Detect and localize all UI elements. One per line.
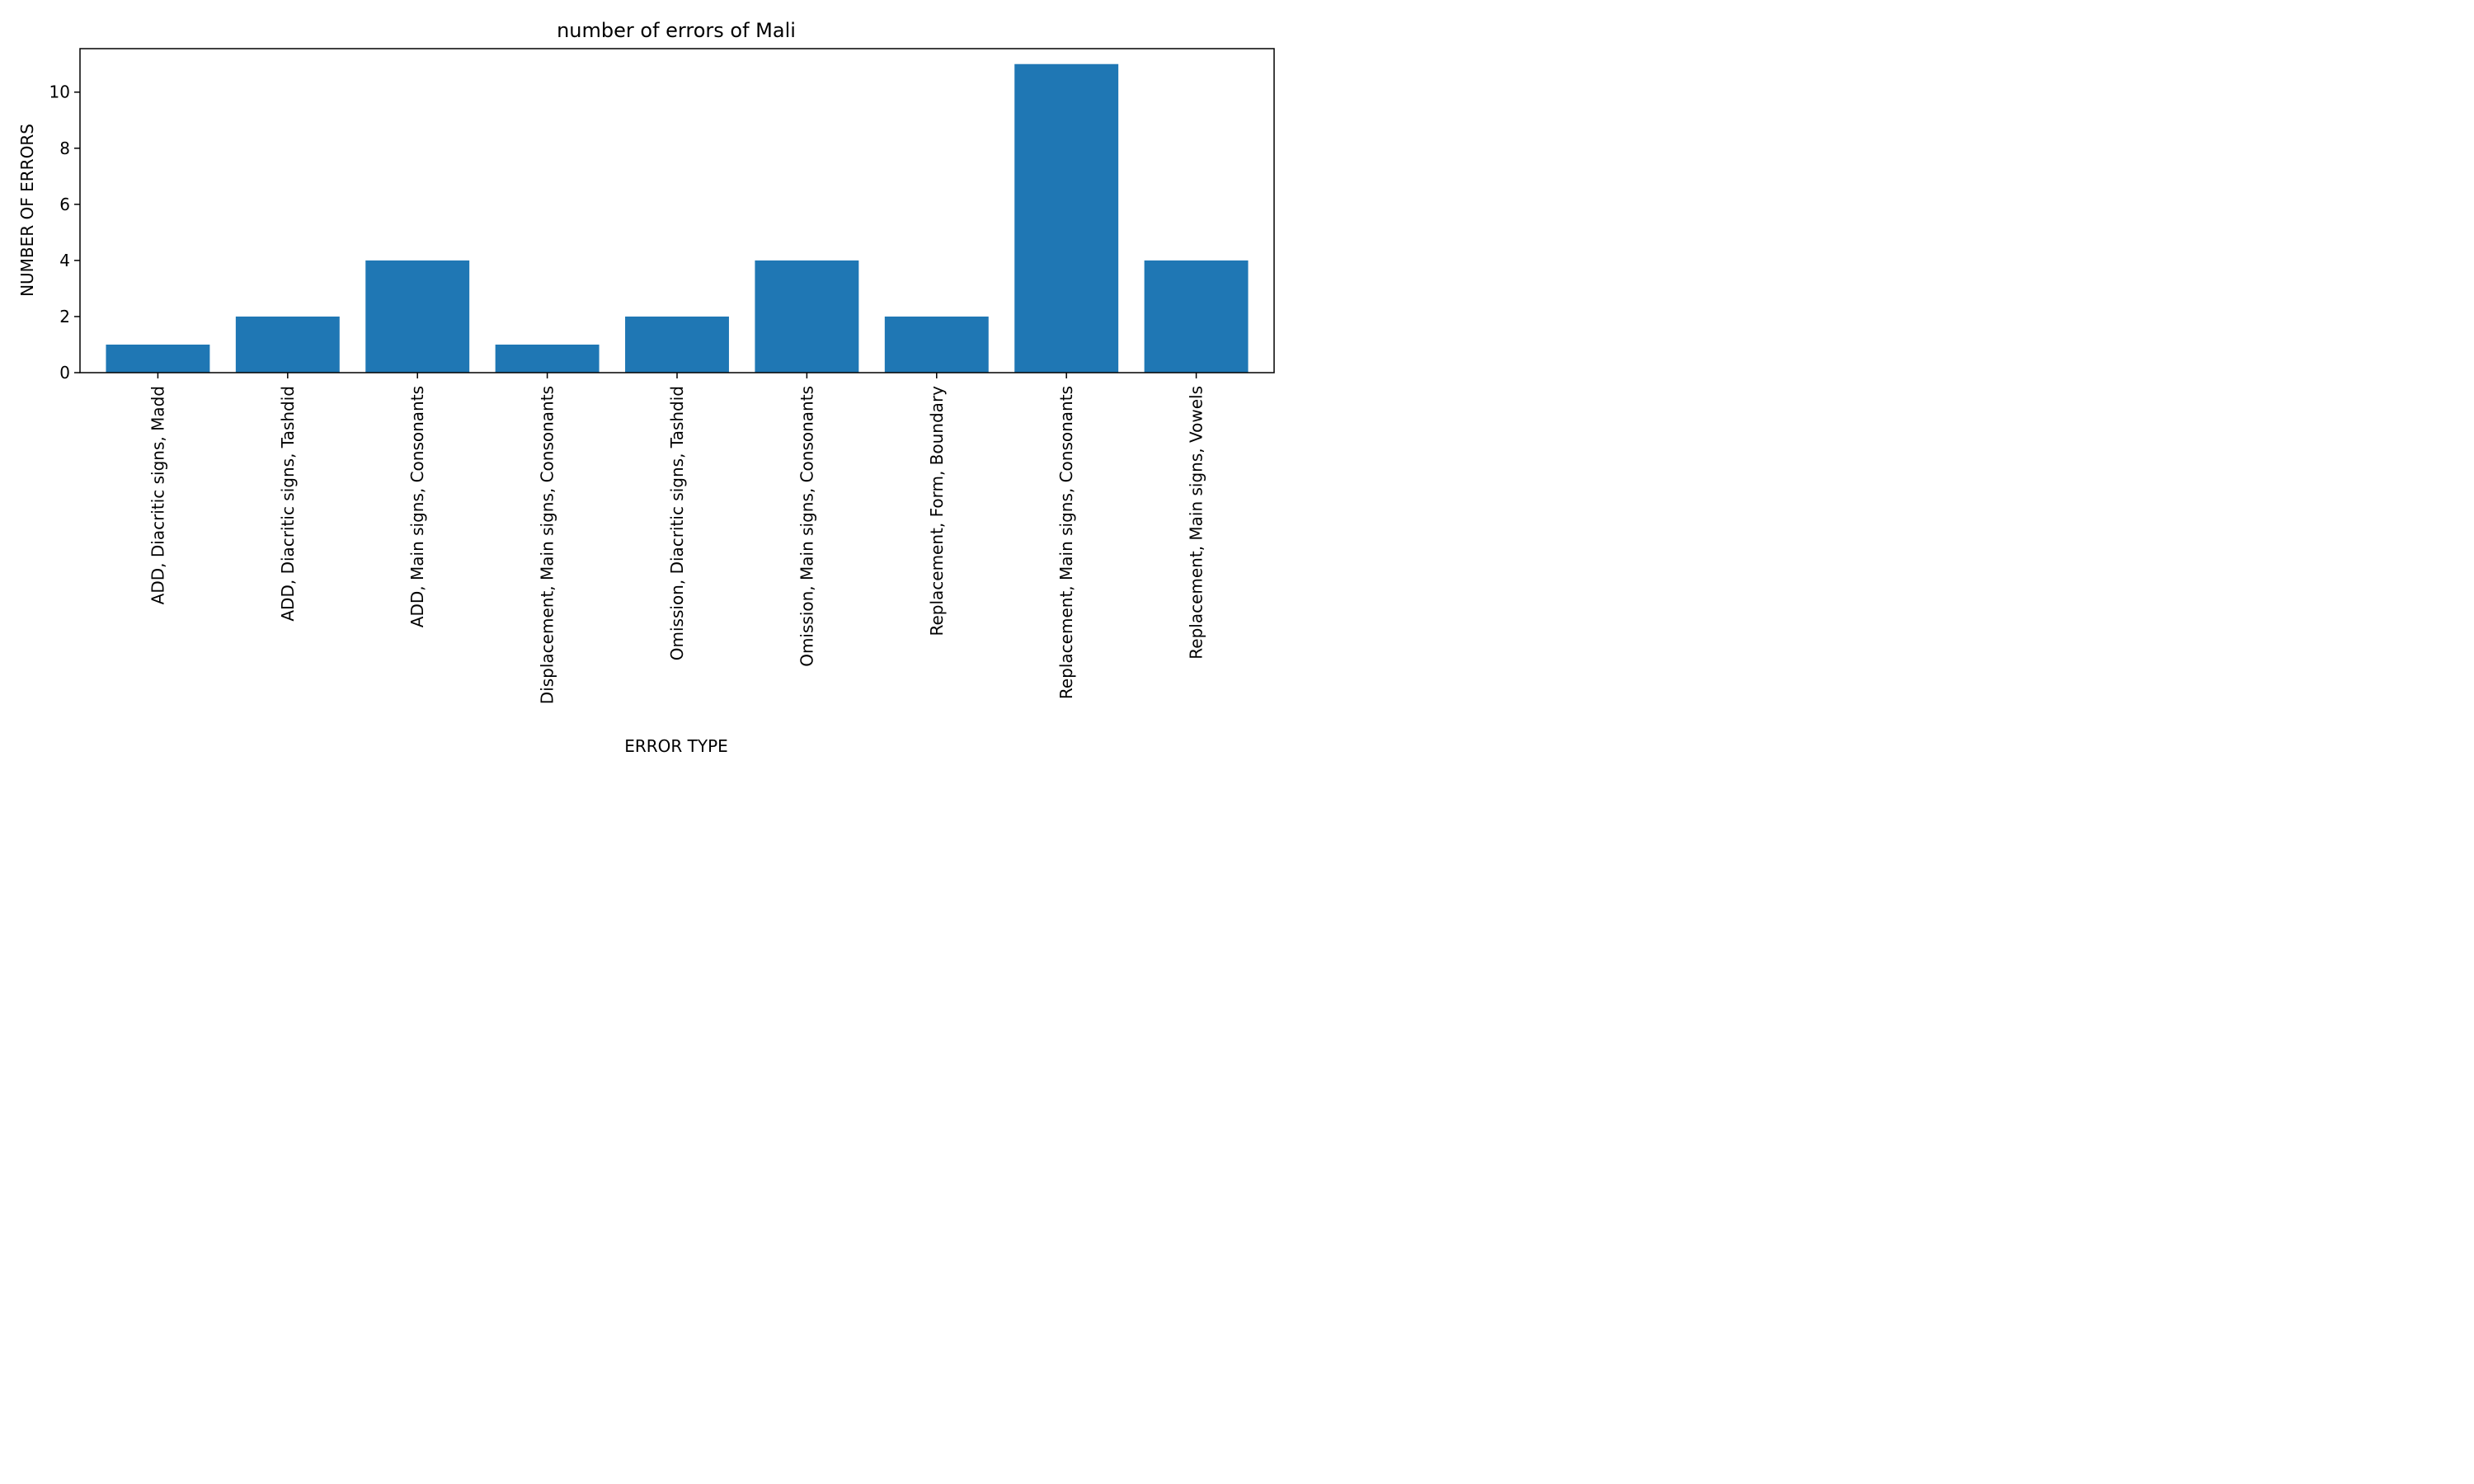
y-tick-label: 8 — [59, 139, 70, 158]
x-tick-label: ADD, Diacritic signs, Madd — [148, 386, 167, 604]
x-tick-label: Replacement, Main signs, Vowels — [1187, 386, 1206, 660]
x-tick-label: ADD, Main signs, Consonants — [407, 386, 427, 627]
bar-8 — [1144, 260, 1249, 373]
bar-4 — [625, 316, 729, 373]
bar-0 — [106, 344, 210, 373]
y-tick-label: 0 — [59, 363, 70, 383]
x-tick-label: Replacement, Form, Boundary — [927, 386, 947, 636]
y-tick-label: 6 — [59, 195, 70, 214]
bar-3 — [495, 344, 600, 373]
bar-6 — [884, 316, 989, 373]
y-tick-label: 2 — [59, 307, 70, 326]
ticks-layer: ADD, Diacritic signs, Madd ADD, Diacritic… — [49, 82, 1206, 704]
bar-chart: number of errors of Mali ADD, Diacritic … — [17, 19, 1275, 756]
x-tick-label: Omission, Main signs, Consonants — [797, 386, 816, 667]
x-tick-label: ADD, Diacritic signs, Tashdid — [278, 386, 298, 622]
x-axis-label: ERROR TYPE — [624, 736, 728, 756]
chart-title: number of errors of Mali — [557, 19, 796, 42]
y-axis-label: NUMBER OF ERRORS — [17, 124, 37, 297]
x-tick-label: Replacement, Main signs, Consonants — [1056, 386, 1076, 699]
bar-5 — [755, 260, 859, 373]
x-tick-label: Displacement, Main signs, Consonants — [538, 386, 557, 704]
y-tick-label: 10 — [49, 82, 70, 102]
chart-root: number of errors of Mali ADD, Diacritic … — [0, 0, 1290, 773]
bar-7 — [1014, 63, 1119, 373]
bars-layer — [106, 63, 1249, 373]
bar-2 — [365, 260, 470, 373]
y-tick-label: 4 — [59, 251, 70, 270]
x-tick-label: Omission, Diacritic signs, Tashdid — [667, 386, 687, 660]
bar-1 — [235, 316, 340, 373]
